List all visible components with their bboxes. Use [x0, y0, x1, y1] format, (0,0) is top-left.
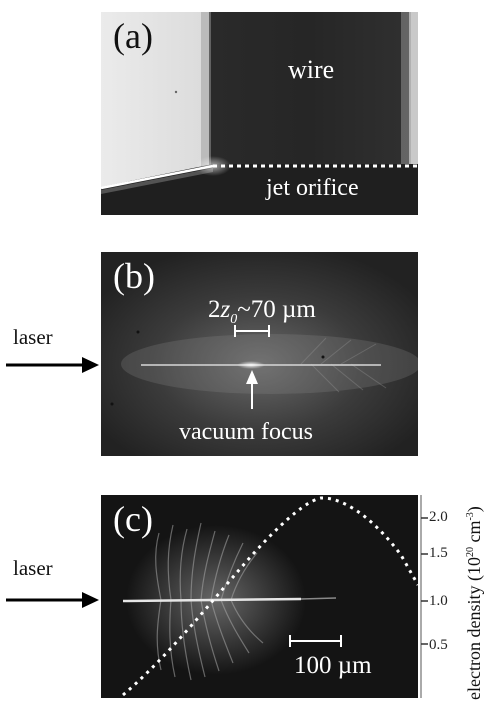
filament-streaks: [155, 522, 264, 681]
panel-b-label: (b): [113, 256, 155, 296]
axis-tick-1-0: 1.0: [429, 593, 448, 609]
jet-orifice-label: jet orifice: [266, 175, 359, 201]
panel-a: (a) wire jet orifice: [101, 12, 418, 215]
panel-a-label: (a): [113, 16, 153, 56]
axis-tick-0-5: 0.5: [429, 637, 448, 653]
vacuum-focus-label: vacuum focus: [179, 419, 313, 445]
wire-shape: [209, 12, 409, 170]
panel-c-laser-arrow: [6, 592, 99, 608]
density-axis: [420, 495, 428, 698]
panel-b-laser-label: laser: [13, 325, 53, 349]
panel-b-image: [101, 252, 418, 456]
panel-b-scale-label: 2z0~70 µm: [208, 296, 316, 327]
panel-b-scale-bar: [234, 325, 270, 337]
nozzle-edge: [101, 164, 214, 190]
panel-c-label: (c): [113, 499, 153, 539]
vacuum-focus-arrow: [246, 370, 258, 409]
panel-c-laser-label: laser: [13, 556, 53, 580]
panel-a-image: [101, 12, 418, 215]
density-profile-curve: [122, 496, 418, 697]
axis-tick-1-5: 1.5: [429, 545, 448, 561]
panel-c: (c) 100 µm: [101, 495, 418, 698]
density-axis-title: electron density (1020 cm-3): [464, 506, 484, 700]
panel-b-laser-arrow: [6, 357, 99, 373]
axis-tick-2-0: 2.0: [429, 509, 448, 525]
panel-c-image: [101, 495, 418, 698]
panel-c-scale-label: 100 µm: [294, 652, 372, 679]
panel-c-scale-bar: [289, 635, 342, 647]
panel-b: (b) 2z0~70 µm vacuum focus: [101, 252, 418, 456]
wire-label: wire: [288, 55, 335, 84]
